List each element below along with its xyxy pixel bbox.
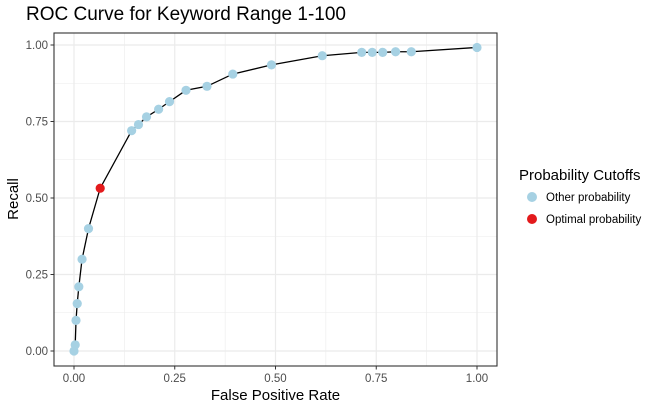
legend-label-other: Other probability: [546, 192, 631, 204]
other-point: [228, 69, 238, 79]
legend-label-optimal: Optimal probability: [546, 214, 641, 226]
y-tick-label: 0.00: [26, 346, 48, 358]
optimal-point: [95, 183, 105, 193]
x-tick-label: 0.25: [164, 373, 186, 385]
other-point: [72, 298, 82, 309]
y-tick-label: 0.50: [26, 193, 48, 205]
legend-key-optimal: [527, 214, 537, 224]
x-tick-label: 1.00: [466, 373, 488, 385]
other-point: [83, 224, 94, 234]
legend: Probability Cutoffs Other probability Op…: [519, 167, 641, 226]
other-point: [141, 112, 152, 122]
other-point: [71, 315, 81, 325]
y-tick-label: 0.25: [26, 270, 48, 282]
legend-title: Probability Cutoffs: [519, 167, 640, 184]
other-point: [181, 85, 191, 95]
other-point: [406, 47, 416, 57]
other-point: [472, 42, 482, 53]
x-tick-label: 0.00: [63, 373, 85, 385]
x-tick-label: 0.75: [365, 373, 387, 385]
legend-key-other: [527, 192, 537, 202]
other-point: [357, 47, 367, 57]
y-tick-label: 1.00: [26, 40, 48, 52]
x-tick-label: 0.50: [264, 373, 286, 385]
other-point: [70, 340, 80, 350]
plot-panel: 0.00 0.25 0.50 0.75 1.00 0.00 0.25 0.50 0.75 1.00: [26, 32, 498, 385]
other-point: [77, 254, 87, 264]
y-axis-title: Recall: [5, 178, 22, 220]
other-point: [133, 119, 144, 130]
other-point: [266, 60, 277, 70]
other-point: [390, 47, 401, 57]
y-tick-label: 0.75: [26, 117, 48, 129]
chart-title: ROC Curve for Keyword Range 1-100: [26, 4, 346, 25]
other-point: [154, 104, 164, 114]
other-point: [164, 97, 175, 107]
panel-border: [53, 32, 498, 367]
other-point: [202, 81, 212, 91]
other-point: [317, 51, 327, 61]
other-point: [378, 47, 388, 57]
other-point: [367, 47, 377, 57]
x-axis-title: False Positive Rate: [211, 387, 340, 404]
other-point: [74, 282, 84, 292]
other-point: [127, 126, 137, 136]
